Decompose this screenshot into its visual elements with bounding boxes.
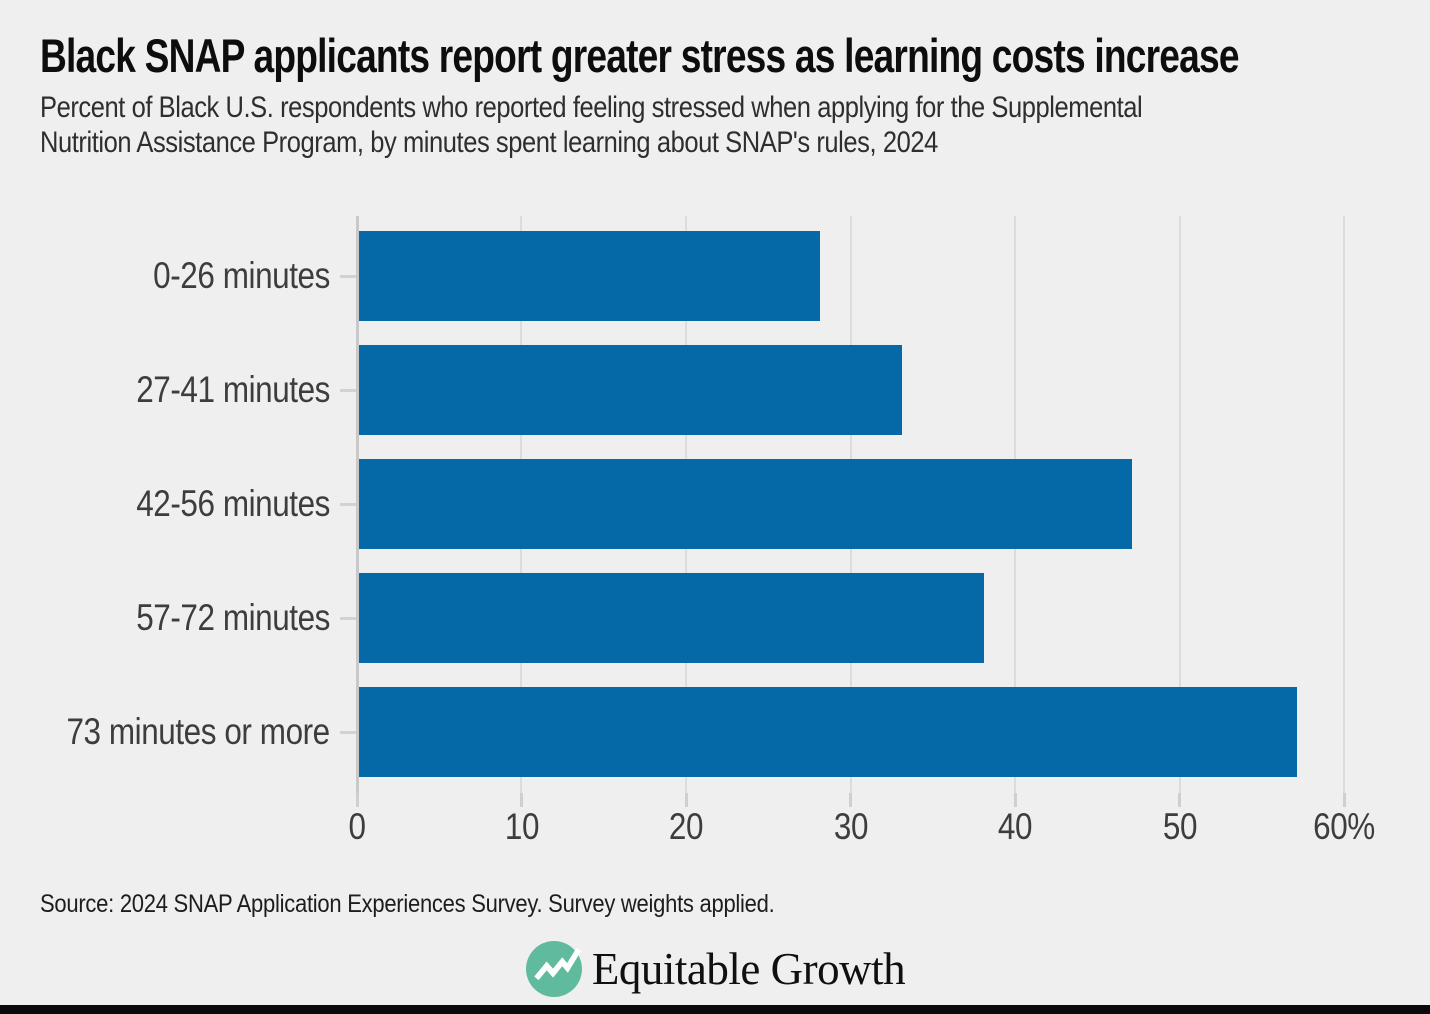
x-tick-label: 40 <box>997 806 1033 847</box>
bar-57-72-minutes <box>359 573 985 663</box>
x-axis-tick <box>684 793 688 807</box>
gridline <box>1178 216 1181 793</box>
x-tick-label: 60% <box>1313 806 1375 847</box>
category-label: 57-72 minutes <box>136 597 330 638</box>
y-axis-labels: 0-26 minutes 27-41 minutes 42-56 minutes 57… <box>0 216 331 793</box>
y-axis-tick <box>340 616 357 620</box>
bar-0-26-minutes <box>359 231 820 321</box>
category-label: 0-26 minutes <box>153 255 330 296</box>
category-label: 73 minutes or more <box>66 711 331 752</box>
x-axis-tick <box>1013 793 1017 807</box>
x-tick-label: 0 <box>348 806 366 847</box>
x-tick-label: 50 <box>1162 806 1197 847</box>
x-axis-tick <box>1178 793 1181 807</box>
y-axis-tick <box>340 502 357 506</box>
category-label: 42-56 minutes <box>136 483 330 524</box>
growth-line-circle-icon <box>525 941 582 997</box>
y-axis-line <box>356 216 359 793</box>
x-tick-label: 20 <box>668 806 704 847</box>
x-axis-tick <box>520 793 523 807</box>
bar-73-minutes-or-more <box>359 687 1297 777</box>
bar-27-41-minutes <box>359 345 902 435</box>
footer-bar <box>0 1005 1430 1014</box>
gridline <box>1343 216 1345 793</box>
x-axis-tick <box>849 793 852 807</box>
logo-text: Equitable Growth <box>591 944 906 994</box>
x-axis-tick <box>1342 793 1346 807</box>
source-note: Source: 2024 SNAP Application Experience… <box>40 890 775 918</box>
y-axis-tick <box>340 274 357 278</box>
x-tick-label: 30 <box>833 806 868 847</box>
page-subtitle: Percent of Black U.S. respondents who re… <box>40 91 1143 159</box>
category-label: 27-41 minutes <box>136 369 330 410</box>
bar-42-56-minutes <box>359 459 1133 549</box>
y-axis-tick <box>340 388 357 392</box>
x-axis-tick-labels: 0 10 20 30 40 50 60% <box>348 806 1375 847</box>
y-axis-tick <box>340 730 357 734</box>
x-axis-tick <box>355 793 359 807</box>
x-tick-label: 10 <box>504 806 539 847</box>
page-title: Black SNAP applicants report greater str… <box>40 29 1240 82</box>
plot-area <box>356 216 1345 793</box>
equitable-growth-logo: Equitable Growth <box>0 936 1430 1002</box>
